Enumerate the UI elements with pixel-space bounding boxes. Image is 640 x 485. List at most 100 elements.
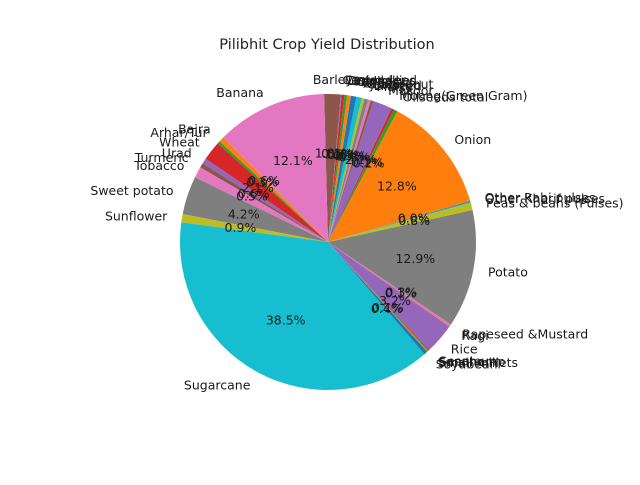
pie-slice-castor-seed <box>328 94 342 242</box>
pie-slice-dry-chillies <box>328 94 348 242</box>
slice-label-potato: Potato <box>488 265 528 280</box>
slice-label-bajra: Bajra <box>178 122 211 137</box>
slice-label-garlic: Garlic <box>351 73 387 88</box>
pie-slice-rice <box>328 242 449 350</box>
slice-label-urad: Urad <box>162 146 192 161</box>
slice-percent-moong-green-gram: 0.1% <box>351 155 383 170</box>
slice-label-sesamum: Sesamum <box>439 354 501 369</box>
slice-percent-peas-beans-pulses: 0.8% <box>398 213 430 228</box>
pie-slice-peas-beans-pulses <box>328 202 473 242</box>
pie-slice-masoor <box>328 101 392 242</box>
pie-slice-sunflower <box>181 214 328 242</box>
pie-slice-coriander <box>328 94 345 242</box>
pie-slice-sweet-potato <box>182 177 328 242</box>
slice-percent-groundnut: 0.3% <box>333 148 365 163</box>
pie-slice-oilseeds-total <box>328 109 398 242</box>
pie-slice-linseed <box>328 99 371 242</box>
pie-slice-turmeric <box>200 163 328 242</box>
slice-percent-masoor: 2.1% <box>345 152 377 167</box>
pie-slice-bajra <box>219 137 328 242</box>
pie-slice-groundnut <box>328 97 365 242</box>
slice-label-dry-chillies: Dry chillies <box>348 73 417 88</box>
slice-percent-oilseeds-total: 0.2% <box>353 156 385 171</box>
slice-label-masoor: Masoor <box>388 83 434 98</box>
pie-slice-soyabean <box>328 242 428 355</box>
slice-label-banana: Banana <box>216 85 263 100</box>
pie-slice-sesamum <box>328 242 430 351</box>
pie-slice-wheat <box>205 143 328 242</box>
slice-label-oilseeds-total: Oilseeds total <box>403 90 489 105</box>
slice-label-onion: Onion <box>454 132 491 147</box>
slice-label-tobacco: Tobacco <box>133 158 184 173</box>
slice-label-peas-beans-pulses: Peas & beans (Pulses) <box>486 195 624 210</box>
slice-percent-rice: 3.2% <box>379 293 411 308</box>
slice-label-other-kharif-pulses: Other Kharif pulses <box>485 191 605 206</box>
slice-percent-potato: 12.9% <box>395 251 435 266</box>
slice-label-soyabean: Soyabean <box>436 357 498 372</box>
slice-label-barley: Barley <box>313 72 354 87</box>
slice-percent-garlic: 1.0% <box>325 147 357 162</box>
slice-percent-other-kharif-pulses: 0.0% <box>398 211 430 226</box>
slice-percent-jowar: 0.4% <box>335 149 367 164</box>
chart-title: Pilibhit Crop Yield Distribution <box>219 37 434 53</box>
pie-slice-other-kharif-pulses <box>328 201 471 242</box>
pie-slice-rapeseed-mustard <box>328 242 451 327</box>
slice-label-castor-seed: Castor seed <box>343 72 417 87</box>
pie-slice-onion <box>328 111 471 243</box>
slice-label-wheat: Wheat <box>159 134 200 149</box>
slice-label-maize: Maize <box>377 79 413 94</box>
slice-label-sweet-potato: Sweet potato <box>90 183 173 198</box>
pie-slice-ragi <box>328 242 450 328</box>
slice-label-jowar: Jowar <box>369 77 405 92</box>
pie-slice-banana <box>223 94 328 242</box>
pie-slices <box>179 93 477 390</box>
pie-slice-moong-green-gram <box>328 108 395 242</box>
pie-slice-gram <box>328 96 362 243</box>
slice-label-sannhamp: Sannhamp <box>438 354 505 369</box>
pie-slice-ginger <box>328 95 357 242</box>
slice-percent-sugarcane: 38.5% <box>266 313 306 328</box>
slice-percent-arhar-tur: 0.3% <box>246 175 278 190</box>
pie-slice-barley <box>324 93 341 242</box>
slice-percent-maize: 0.3% <box>339 150 371 165</box>
slice-percent-wheat: 2.1% <box>242 180 274 195</box>
pie-slice-maize <box>328 100 374 242</box>
slice-percent-soyabean: 0.4% <box>371 301 403 316</box>
pie-slice-small-millets <box>328 242 428 352</box>
slice-label-gram: Gram <box>362 75 397 90</box>
slice-label-groundnut: Groundnut <box>367 76 434 91</box>
slice-label-small-millets: Small millets <box>438 355 518 370</box>
pie-slice-potato <box>328 210 477 325</box>
pie-slice-sannhamp <box>328 242 429 352</box>
slice-percent-urad: 0.6% <box>238 186 270 201</box>
pie-slice-tobacco <box>194 167 328 242</box>
slice-percent-ragi: 0.1% <box>385 286 417 301</box>
pie-slice-sugarcane <box>179 222 425 390</box>
slice-percent-labels: 0.6%0.3%2.1%0.6%0.5%4.2%0.9%38.5%0.4%0.1… <box>225 146 436 328</box>
slice-label-ragi: Ragi <box>461 328 488 343</box>
slice-label-turmeric: Turmeric <box>134 150 189 165</box>
pie-slice-other-rabi-pulses <box>328 201 471 242</box>
slice-percent-sunflower: 0.9% <box>225 220 257 235</box>
pie-slice-garlic <box>328 95 351 242</box>
slice-percent-barley: 1.8% <box>315 146 347 161</box>
pie-slice-jowar <box>328 98 369 242</box>
pie-slice-arhar-tur <box>217 141 328 242</box>
slice-label-ginger: Ginger <box>356 74 399 89</box>
slice-percent-sweet-potato: 4.2% <box>228 207 260 222</box>
slice-label-arhar-tur: Arhar/Tur <box>150 125 208 140</box>
slice-percent-rapeseed-mustard: 0.3% <box>385 285 417 300</box>
slice-percent-ginger: 0.6% <box>328 147 360 162</box>
slice-label-linseed: Linseed <box>374 78 422 93</box>
slice-percent-onion: 12.8% <box>377 179 417 194</box>
slice-label-moong-green-gram: Moong(Green Gram) <box>399 88 527 103</box>
slice-label-coriander: Coriander <box>345 73 407 88</box>
slice-percent-bajra: 0.6% <box>248 173 280 188</box>
slice-label-rapeseed-mustard: Rapeseed &Mustard <box>462 327 588 342</box>
slice-percent-small-millets: 0.1% <box>372 300 404 315</box>
slice-percent-coriander: 0.1% <box>321 146 353 161</box>
slice-percent-turmeric: 0.5% <box>236 189 268 204</box>
